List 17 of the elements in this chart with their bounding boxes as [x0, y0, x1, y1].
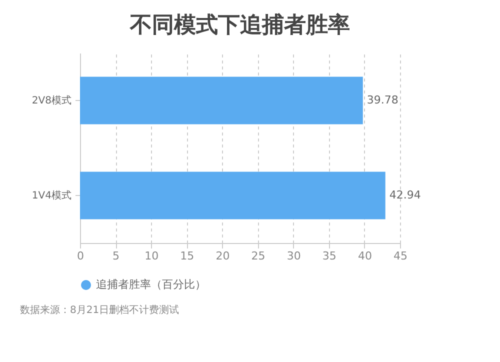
data-label: 39.78	[366, 94, 398, 106]
x-tick-label: 40	[358, 250, 372, 262]
x-tick-label: 20	[216, 250, 230, 262]
x-tick-label: 10	[144, 250, 159, 262]
x-tick-label: 5	[112, 250, 120, 262]
x-tick-label: 15	[180, 250, 194, 262]
y-tick-label: 2V8模式	[32, 94, 72, 106]
data-label: 42.94	[389, 188, 421, 202]
y-tick-label: 1V4模式	[32, 190, 72, 202]
x-tick-label: 25	[251, 250, 266, 262]
source-note: 数据来源：8月21日删档不计费测试	[20, 304, 180, 316]
x-tick-label: 45	[394, 250, 408, 262]
x-tick-label: 35	[322, 250, 336, 262]
x-tick-label: 30	[286, 250, 301, 262]
legend-label: 追捕者胜率（百分比）	[96, 278, 206, 291]
x-tick-label: 0	[77, 250, 84, 262]
chart-title: 不同模式下追捕者胜率	[129, 12, 350, 38]
